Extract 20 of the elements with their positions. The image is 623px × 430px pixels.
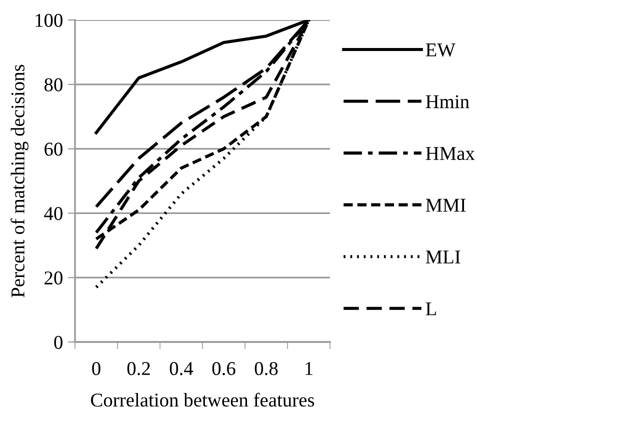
- legend-label: MLI: [426, 250, 460, 264]
- legend-label: HMax: [426, 147, 475, 160]
- y-tick-label: 20: [44, 271, 62, 285]
- y-tick-label: 60: [44, 142, 62, 156]
- y-tick-label: 0: [54, 336, 62, 349]
- y-axis-title: Percent of matching decisions: [10, 64, 28, 298]
- legend-label: Hmin: [426, 95, 470, 108]
- x-tick-label: 0.6: [212, 362, 236, 376]
- x-tick-label: 1: [306, 362, 312, 375]
- x-tick-label: 0: [92, 362, 100, 376]
- legend-label: EW: [426, 44, 456, 57]
- legend-label: MMI: [426, 198, 466, 212]
- x-axis-title: Correlation between features: [91, 392, 314, 407]
- y-tick-label: 80: [44, 78, 62, 92]
- x-tick-label: 0.8: [254, 362, 278, 376]
- y-tick-label: 40: [44, 207, 62, 220]
- x-tick-label: 0.4: [170, 362, 194, 376]
- legend-label: L: [426, 302, 436, 316]
- x-tick-label: 0.2: [127, 362, 150, 376]
- y-tick-label: 100: [36, 14, 62, 27]
